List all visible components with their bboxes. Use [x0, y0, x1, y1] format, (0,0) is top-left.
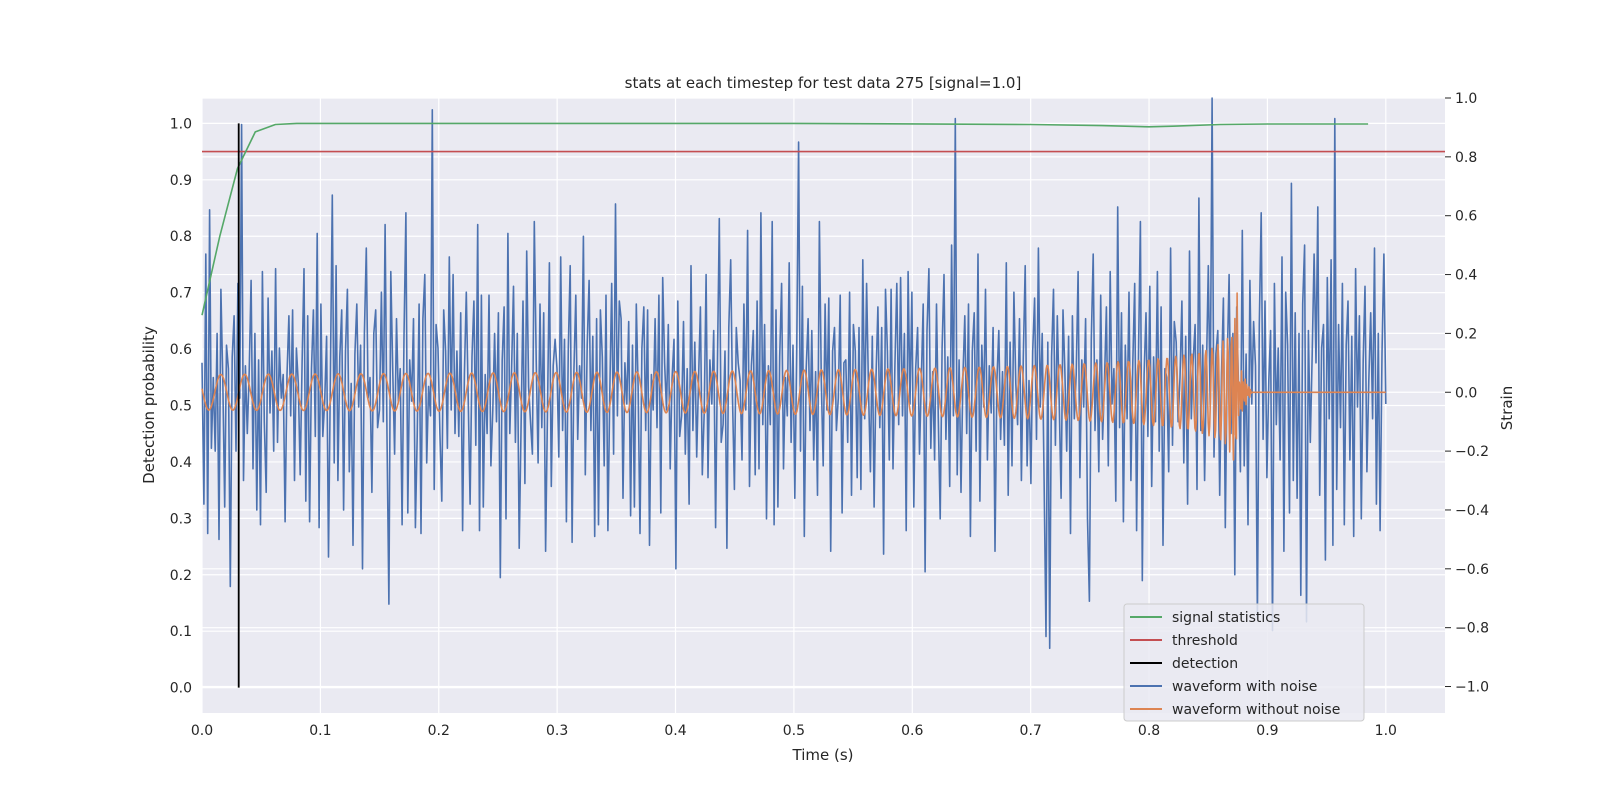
y-tick-label-left: 0.6 [170, 342, 192, 358]
y-tick-label-left: 0.5 [170, 399, 192, 415]
y-tick-label-right: −1.0 [1455, 680, 1489, 696]
legend: signal statistics threshold detection wa… [1123, 603, 1365, 722]
x-tick-label: 0.3 [546, 723, 568, 739]
y-tick-label-right: 1.0 [1455, 91, 1477, 107]
y-tick-label-left: 0.4 [170, 455, 192, 471]
x-tick-label: 0.4 [664, 723, 686, 739]
y-tick-label-left: 0.1 [170, 624, 192, 640]
x-axis-label: Time (s) [792, 746, 854, 764]
x-tick-label: 0.7 [1020, 723, 1042, 739]
waveform-without-noise-line [201, 292, 1386, 461]
y-tick-label-left: 0.2 [170, 568, 192, 584]
legend-box [1123, 603, 1365, 722]
legend-label-waveform-without-noise: waveform without noise [1172, 702, 1340, 718]
legend-label-threshold: threshold [1172, 633, 1238, 649]
y-tick-label-left: 0.8 [170, 229, 192, 245]
x-tick-label: 0.0 [191, 723, 213, 739]
x-tick-label: 0.9 [1256, 723, 1278, 739]
y-tick-label-right: 0.6 [1455, 209, 1477, 225]
y-tick-label-left: 0.9 [170, 173, 192, 189]
legend-label-waveform-with-noise: waveform with noise [1172, 679, 1317, 695]
x-tick-label: 0.5 [783, 723, 805, 739]
y-tick-label-right: −0.8 [1455, 621, 1489, 637]
x-tick-label: 0.8 [1138, 723, 1160, 739]
y-axis-label-right: Strain [1498, 386, 1516, 430]
chart-title: stats at each timestep for test data 275… [625, 74, 1022, 92]
y-tick-label-right: 0.8 [1455, 150, 1477, 166]
x-tick-label: 0.1 [309, 723, 331, 739]
y-tick-label-left: 0.7 [170, 286, 192, 302]
y-axis-label-left: Detection probability [140, 326, 158, 484]
tick-labels: 0.0 0.1 0.2 0.3 0.4 0.5 0.6 0.7 0.8 0.9 1.0 0.0 0.1 0… [170, 91, 1489, 739]
y-tick-label-left: 0.0 [170, 681, 192, 697]
x-tick-label: 0.2 [428, 723, 450, 739]
y-tick-label-left: 0.3 [170, 511, 192, 527]
series-lines [201, 97, 1445, 688]
y-tick-label-right: 0.2 [1455, 326, 1477, 342]
y-tick-label-right: 0.0 [1455, 385, 1477, 401]
y-tick-label-right: −0.4 [1455, 503, 1489, 519]
y-tick-label-left: 1.0 [170, 116, 192, 132]
x-tick-label: 1.0 [1375, 723, 1397, 739]
signal-statistics-line [201, 122, 1369, 316]
y-tick-label-right: −0.2 [1455, 444, 1489, 460]
waveform-with-noise-line [201, 97, 1387, 650]
y-tick-label-right: 0.4 [1455, 268, 1477, 284]
legend-label-detection: detection [1172, 656, 1238, 672]
legend-label-signal-statistics: signal statistics [1172, 610, 1280, 626]
x-tick-label: 0.6 [901, 723, 923, 739]
y-tick-label-right: −0.6 [1455, 562, 1489, 578]
